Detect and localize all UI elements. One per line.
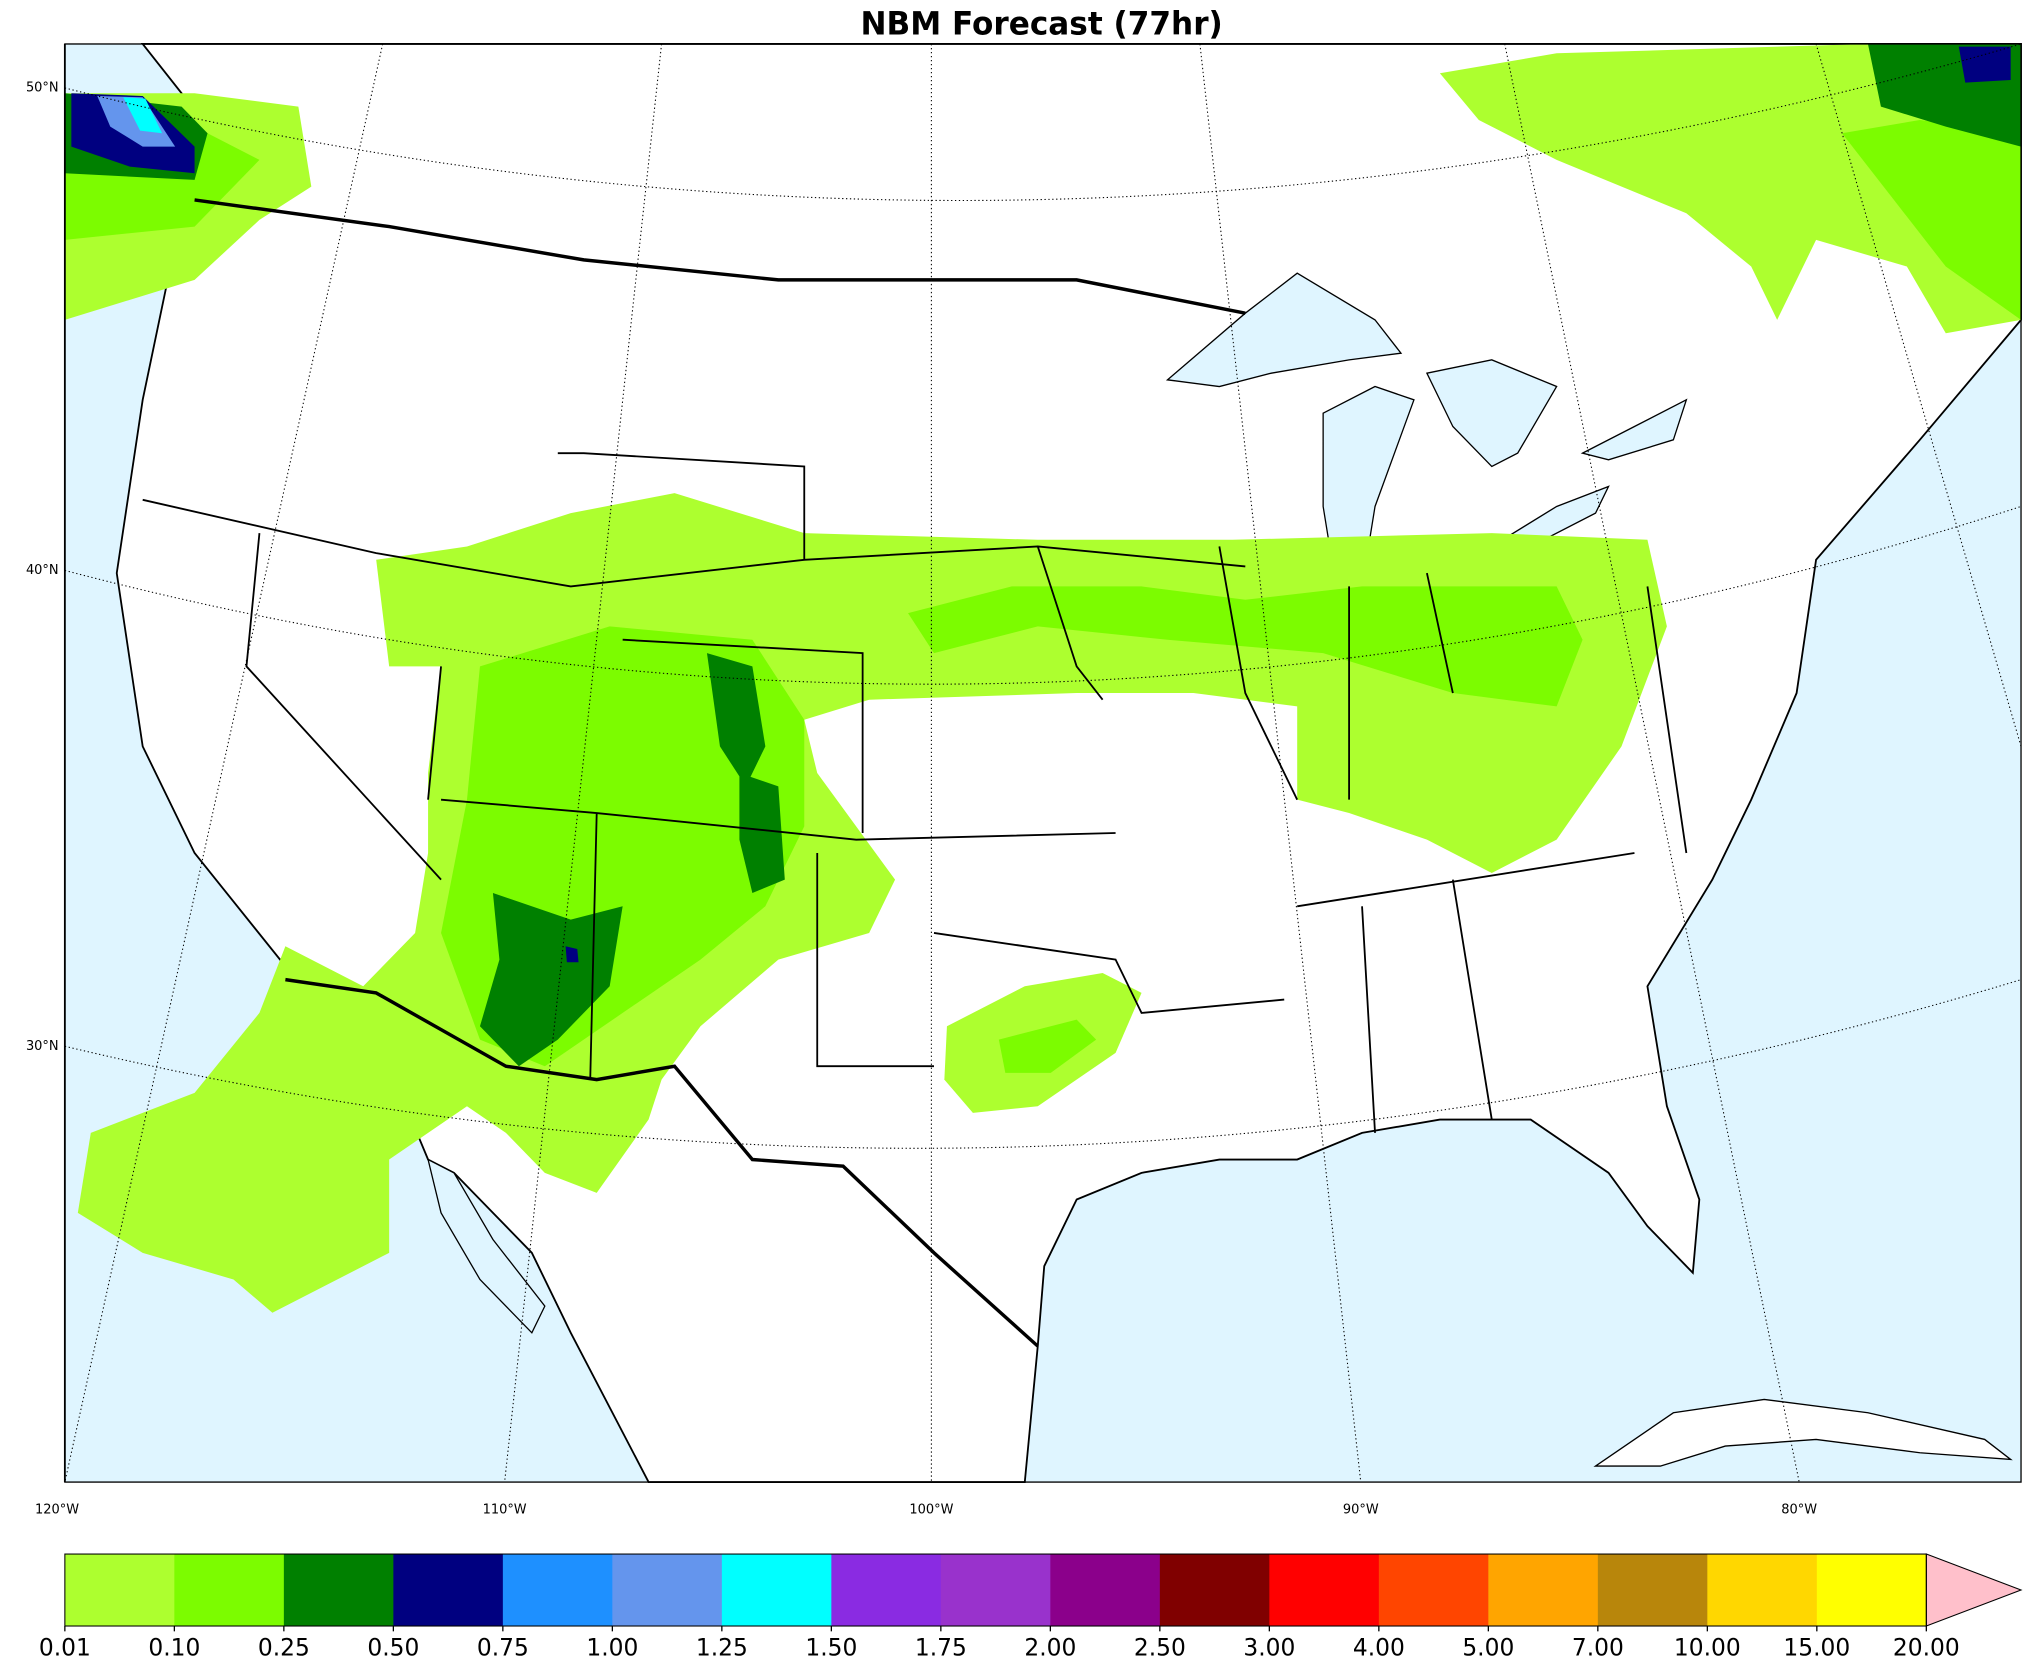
precip-area (64, 43, 2022, 334)
colorbar-segment (393, 1554, 504, 1627)
colorbar-tick-label: 2.50 (1134, 1633, 1186, 1661)
colorbar-tick-label: 10.00 (1674, 1633, 1741, 1661)
colorbar-tick-label: 1.75 (915, 1633, 967, 1661)
colorbar-tick-label: 0.75 (477, 1633, 529, 1661)
colorbar-tick-label: 1.25 (696, 1633, 748, 1661)
colorbar-tick-label: 2.00 (1024, 1633, 1076, 1661)
colorbar-segment (1816, 1554, 1927, 1627)
lon-label: 100°W (909, 1502, 953, 1517)
precip-area (479, 653, 785, 1067)
colorbar-segment (1159, 1554, 1270, 1627)
colorbar-segment (1488, 1554, 1599, 1627)
state-borders (63, 43, 1688, 1483)
colorbar-segment (283, 1554, 395, 1627)
precip-area (123, 97, 163, 134)
colorbar-segment (174, 1554, 285, 1627)
colorbar-segment (1597, 1554, 1708, 1627)
cuba (1593, 1398, 2013, 1467)
border-canada (194, 198, 1246, 315)
colorbar-extension (1925, 1553, 2023, 1627)
colorbar-tick-label: 1.00 (586, 1633, 638, 1661)
colorbar-segment (1050, 1554, 1161, 1627)
colorbar-unit: in (1025, 1664, 1058, 1666)
colorbar-tick-label: 0.25 (258, 1633, 310, 1661)
lat-label: 50°N (26, 80, 59, 95)
colorbar-tick-label: 3.00 (1243, 1633, 1295, 1661)
colorbar-segment (64, 1554, 176, 1627)
colorbar-tick-label: 0.10 (148, 1633, 200, 1661)
lon-label: 110°W (483, 1502, 527, 1517)
colorbar-tick-label: 7.00 (1572, 1633, 1624, 1661)
colorbar-segment (940, 1554, 1051, 1627)
title: NBM Forecast (77hr) (860, 6, 1222, 42)
map-frame (64, 43, 2022, 1483)
lat-label: 40°N (26, 563, 59, 578)
colorbar-tick-label: 1.50 (805, 1633, 857, 1661)
colorbar-segment (831, 1554, 942, 1627)
grid-line (64, 43, 2022, 1483)
lon-label: 80°W (1781, 1502, 1817, 1517)
graticule (64, 43, 2022, 1483)
colorbar-tick-label: 0.01 (39, 1633, 91, 1661)
colorbar-segment (1378, 1554, 1489, 1627)
precip-area (998, 1019, 1097, 1073)
colorbar-segment (612, 1554, 723, 1627)
lat-label: 30°N (26, 1039, 59, 1054)
axis-labels: 50°N 40°N 30°N 120°W 110°W 100°W 90°W 80… (26, 80, 1817, 1517)
lon-label: 120°W (35, 1502, 79, 1517)
colorbar: in 0.01 0.10 0.25 0.50 0.75 1.00 1.25 1.50 1.75 2… (39, 1553, 2023, 1666)
border-mexico (285, 977, 1039, 1348)
precip-area (77, 493, 1667, 1313)
colorbar-segment (502, 1554, 614, 1627)
colorbar-segment (1707, 1554, 1818, 1627)
grid-line (64, 505, 2022, 685)
lon-label: 90°W (1343, 1502, 1379, 1517)
colorbar-tick-label: 4.00 (1353, 1633, 1405, 1661)
precipitation (64, 43, 2022, 1313)
colorbar-tick-label: 15.00 (1783, 1633, 1850, 1661)
gulf-of-california (427, 1158, 546, 1334)
colorbar-segment (1269, 1554, 1380, 1627)
colorbar-segment (721, 1554, 832, 1627)
colorbar-frame (64, 1553, 1927, 1627)
map (63, 43, 2022, 1484)
colorbar-tick-label: 5.00 (1462, 1633, 1514, 1661)
boundaries (63, 43, 1688, 1483)
colorbar-tick-label: 20.00 (1893, 1633, 1960, 1661)
precip-area (565, 946, 579, 963)
colorbar-tick-label: 0.50 (367, 1633, 419, 1661)
